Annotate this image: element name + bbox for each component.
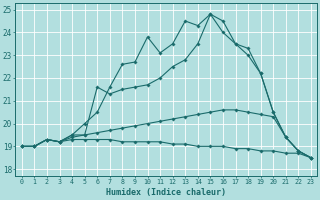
X-axis label: Humidex (Indice chaleur): Humidex (Indice chaleur) (106, 188, 226, 197)
